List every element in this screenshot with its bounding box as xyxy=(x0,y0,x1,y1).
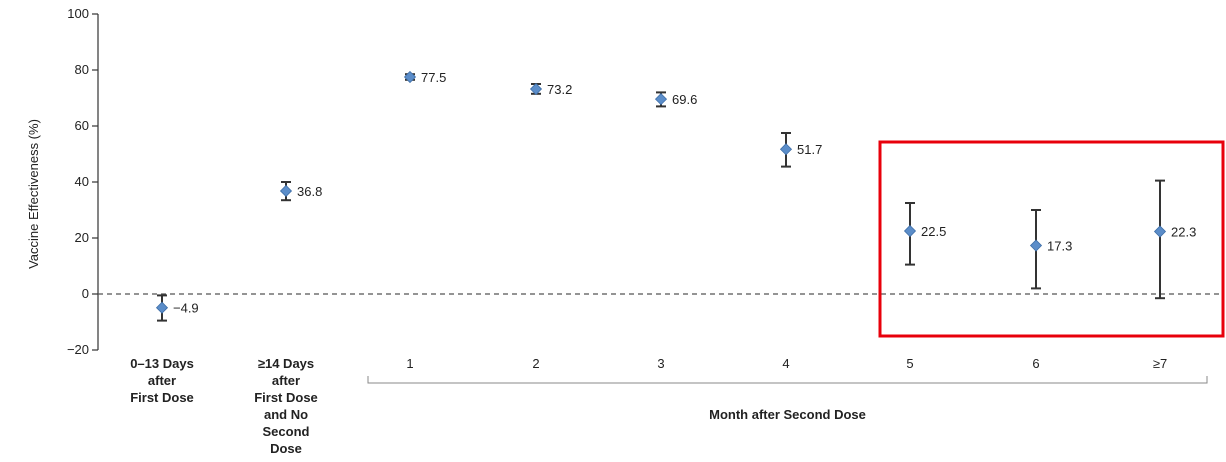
data-point xyxy=(654,93,668,106)
highlight-box xyxy=(878,140,1225,338)
x-category-label: 2 xyxy=(532,356,539,371)
x-category-label: after xyxy=(148,373,176,388)
data-point xyxy=(403,70,417,84)
data-point xyxy=(1029,239,1043,252)
data-point xyxy=(1153,225,1167,238)
x-category-label: 6 xyxy=(1032,356,1039,371)
x-category-label: Dose xyxy=(270,441,302,456)
y-tick-label: 100 xyxy=(67,6,89,21)
x-category-label: 3 xyxy=(657,356,664,371)
x-axis-group-label: Month after Second Dose xyxy=(709,407,866,422)
y-tick-label: 80 xyxy=(75,62,89,77)
x-category-label: and No xyxy=(264,407,308,422)
y-tick-label: 40 xyxy=(75,174,89,189)
data-point xyxy=(279,184,293,198)
data-label: 22.3 xyxy=(1171,225,1196,240)
y-tick-label: 20 xyxy=(75,230,89,245)
x-category-label: Second xyxy=(263,424,310,439)
x-category-label: First Dose xyxy=(254,390,318,405)
data-label: 22.5 xyxy=(921,224,946,239)
data-point xyxy=(779,143,793,156)
data-label: 77.5 xyxy=(421,70,446,85)
data-point xyxy=(155,301,169,314)
y-tick-label: −20 xyxy=(67,342,89,357)
x-category-label: 5 xyxy=(906,356,913,371)
month-group-bracket xyxy=(367,376,1208,384)
x-category-label: ≥14 Days xyxy=(258,356,314,371)
data-label: 69.6 xyxy=(672,92,697,107)
data-label: 36.8 xyxy=(297,184,322,199)
y-axis-label: Vaccine Effectiveness (%) xyxy=(26,119,41,269)
data-label: 73.2 xyxy=(547,82,572,97)
x-category-label: after xyxy=(272,373,300,388)
y-tick-label: 0 xyxy=(82,286,89,301)
data-point xyxy=(529,82,543,96)
x-category-label: ≥7 xyxy=(1153,356,1167,371)
data-point xyxy=(903,224,917,238)
data-label: 17.3 xyxy=(1047,239,1072,254)
x-category-label: First Dose xyxy=(130,390,194,405)
x-category-label: 1 xyxy=(406,356,413,371)
x-category-label: 0–13 Days xyxy=(130,356,194,371)
data-label: 51.7 xyxy=(797,142,822,157)
data-label: −4.9 xyxy=(173,301,199,316)
y-tick-label: 60 xyxy=(75,118,89,133)
x-category-label: 4 xyxy=(782,356,789,371)
